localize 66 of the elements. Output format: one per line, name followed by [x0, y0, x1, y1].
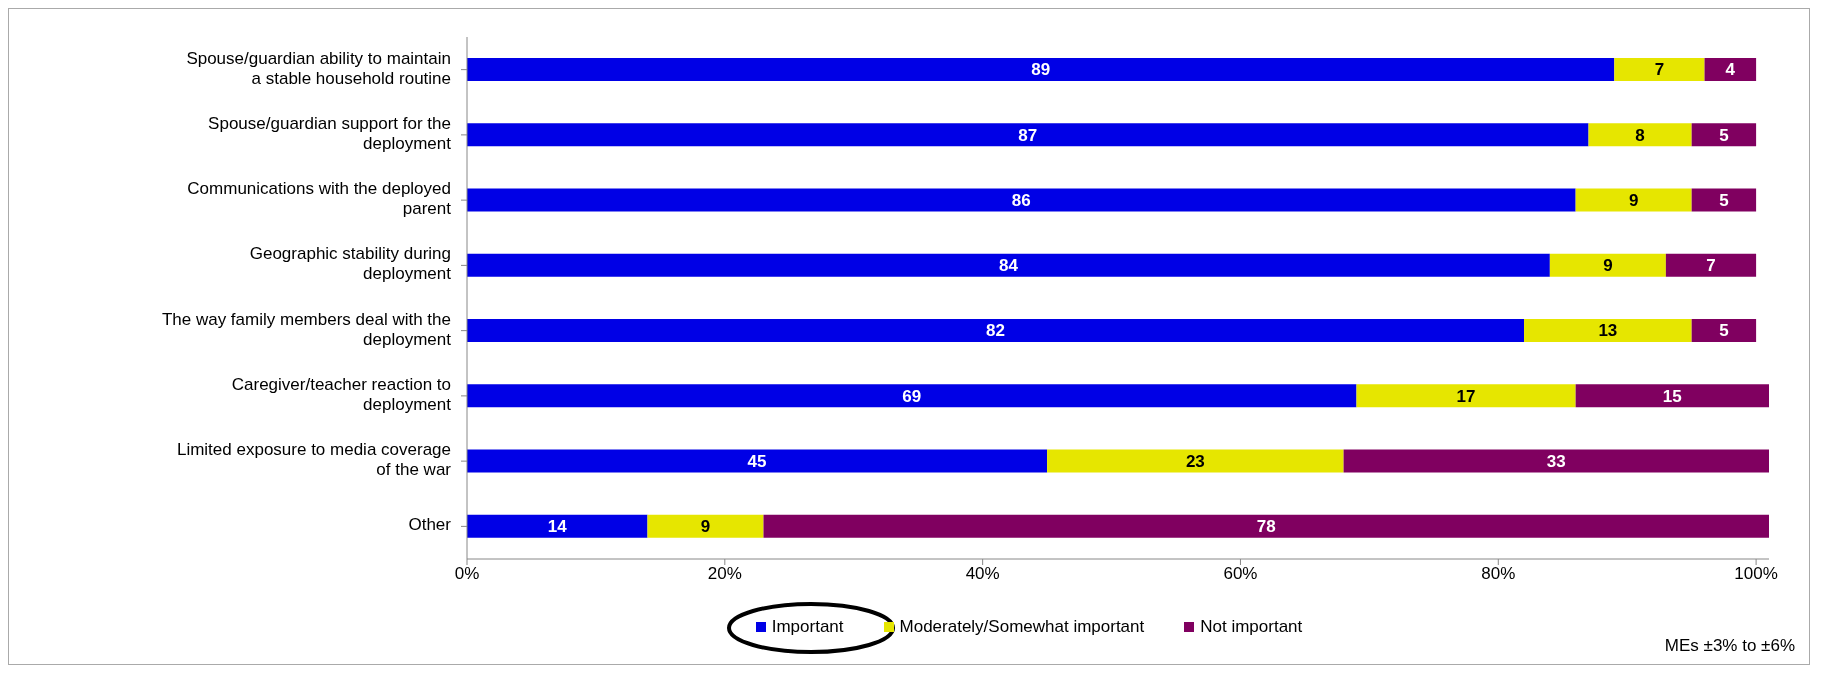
- bar: [467, 123, 1589, 147]
- bar: [467, 384, 1357, 408]
- bar: [1704, 57, 1757, 81]
- data-label: 7: [1654, 60, 1665, 80]
- data-label: 78: [1256, 517, 1276, 537]
- y-tick-label: Spouse/guardian support for the deployment: [208, 114, 452, 154]
- data-label: 17: [1456, 386, 1476, 406]
- x-tick-label: 20%: [707, 564, 742, 584]
- x-tick-label: 40%: [965, 564, 1000, 584]
- bar: [1665, 253, 1757, 277]
- data-label: 87: [1018, 125, 1038, 145]
- data-label: 33: [1546, 451, 1566, 471]
- bar: [763, 514, 1769, 538]
- y-tick-label: The way family members deal with the deployment: [161, 310, 452, 350]
- y-tick-label: Communications with the deployed parent: [187, 179, 452, 219]
- bar: [467, 57, 1615, 81]
- legend-label: Important: [771, 617, 844, 637]
- bar: [1356, 384, 1576, 408]
- y-tick-label: Limited exposure to media coverage of the war: [176, 440, 452, 480]
- bar: [1575, 188, 1692, 212]
- y-tick-label: Spouse/guardian ability to maintain a stable household routine: [186, 49, 451, 89]
- bar: [647, 514, 764, 538]
- bar: [1549, 253, 1666, 277]
- data-label: 7: [1706, 256, 1716, 276]
- data-label: 82: [986, 321, 1005, 341]
- bar: [1343, 449, 1769, 473]
- data-label: 45: [747, 451, 767, 471]
- data-label: 5: [1719, 190, 1729, 210]
- legend-label: Not important: [1200, 617, 1303, 637]
- data-label: 15: [1662, 386, 1682, 406]
- y-tick-label: Caregiver/teacher reaction to deployment: [231, 375, 452, 415]
- x-tick-label: 80%: [1481, 564, 1516, 584]
- bar: [467, 449, 1048, 473]
- bar: [1524, 318, 1692, 342]
- x-tick-label: 60%: [1223, 564, 1258, 584]
- data-label: 9: [1628, 190, 1639, 210]
- data-label: 69: [902, 386, 922, 406]
- bar: [1691, 318, 1757, 342]
- text: MEs ±3% to ±6%: [1664, 636, 1795, 656]
- data-label: 23: [1185, 451, 1205, 471]
- data-label: 84: [998, 256, 1019, 276]
- bar: [1691, 123, 1757, 147]
- y-tick-label: Geographic stability during deployment: [249, 244, 452, 284]
- x-tick-label: 0%: [454, 564, 480, 584]
- bar: [467, 253, 1550, 277]
- data-label: 8: [1635, 125, 1645, 145]
- data-label: 9: [700, 517, 711, 537]
- bar: [1047, 449, 1344, 473]
- bar: [1588, 123, 1692, 147]
- bar: [467, 318, 1525, 342]
- data-label: 5: [1719, 321, 1729, 341]
- bar: [467, 514, 648, 538]
- x-tick-label: 100%: [1734, 564, 1778, 584]
- data-label: 86: [1011, 190, 1031, 210]
- bar: [1614, 57, 1705, 81]
- data-label: 5: [1719, 125, 1729, 145]
- y-tick-label: Other: [408, 515, 452, 535]
- data-label: 89: [1031, 60, 1051, 80]
- bar: [1575, 384, 1769, 408]
- data-label: 9: [1603, 256, 1613, 276]
- legend-label: Moderately/Somewhat important: [899, 617, 1145, 637]
- bar: [1691, 188, 1757, 212]
- bar: [467, 188, 1576, 212]
- data-label: 13: [1598, 321, 1618, 341]
- data-label: 14: [547, 517, 568, 537]
- data-label: 4: [1725, 60, 1736, 80]
